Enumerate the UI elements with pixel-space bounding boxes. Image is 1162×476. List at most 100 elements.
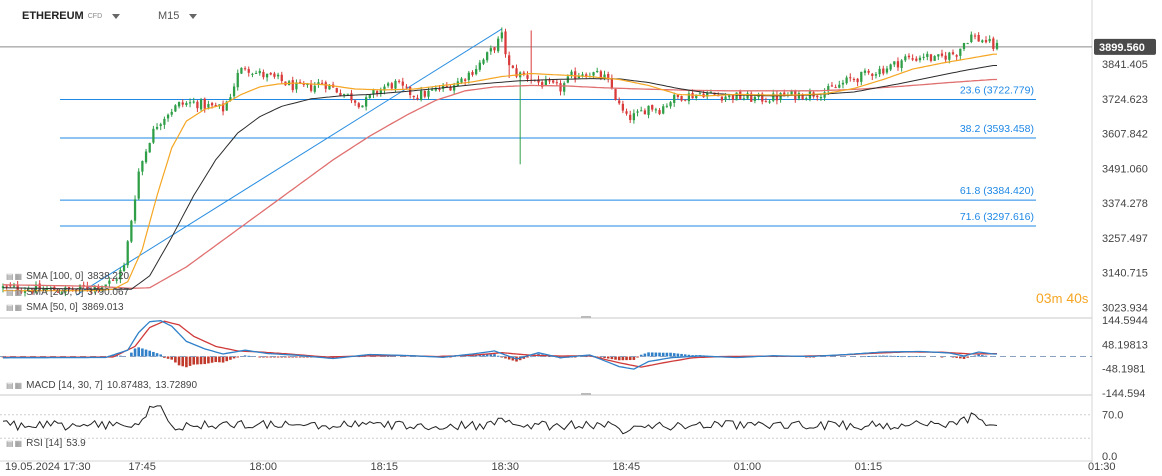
macd-histogram-bar <box>471 355 474 357</box>
indicator-menu-icon[interactable]: ▤▦ <box>6 288 24 297</box>
candle-body <box>254 72 258 74</box>
candle-body <box>67 287 71 290</box>
candle-body <box>5 285 8 287</box>
fib-trendline <box>76 28 503 296</box>
macd-histogram-bar <box>496 355 500 357</box>
candle-body <box>1 286 5 289</box>
candle-body <box>9 285 12 287</box>
last-price-label: 3899.560 <box>1099 42 1145 54</box>
legend-macd[interactable]: ▤▦ MACD [14, 30, 7] 10.87483, 13.72890 <box>6 380 198 391</box>
candle-body <box>357 103 360 108</box>
time-axis-tick: 18:45 <box>613 461 641 473</box>
legend-sma200[interactable]: ▤▦ SMA [200, 0] 3790.067 <box>6 287 129 298</box>
candle-body <box>390 83 393 89</box>
candle-body <box>93 285 96 290</box>
rsi-axis-tick: 0.0 <box>1102 451 1117 463</box>
candle-body <box>768 101 771 103</box>
candle-body <box>335 88 338 93</box>
indicator-menu-icon[interactable]: ▤▦ <box>6 303 24 312</box>
legend-macd-label: MACD [14, 30, 7] <box>26 380 103 391</box>
candle-body <box>236 72 239 88</box>
macd-histogram-bar <box>130 352 133 357</box>
candle-body <box>728 94 731 98</box>
candle-body <box>537 79 540 83</box>
macd-histogram-bar <box>159 354 163 357</box>
macd-histogram-bar <box>507 356 511 360</box>
macd-histogram-bar <box>196 356 199 365</box>
rsi-line <box>2 405 998 435</box>
candle-body <box>856 78 859 83</box>
candle-body <box>196 101 199 109</box>
candle-body <box>269 73 272 75</box>
symbol-selector[interactable]: ETHEREUM CFD <box>22 10 121 22</box>
candle-body <box>31 290 34 293</box>
macd-histogram-bar <box>918 355 922 357</box>
candle-body <box>603 74 606 80</box>
candle-body <box>816 95 819 98</box>
macd-histogram-bar <box>482 354 485 357</box>
time-axis-tick: 19.05.2024 17:30 <box>5 461 91 473</box>
candle-body <box>596 71 599 73</box>
timeframe-selector[interactable]: M15 <box>158 10 198 22</box>
macd-histogram-bar <box>676 353 680 357</box>
candle-body <box>265 73 269 78</box>
candle-body <box>412 96 415 98</box>
candle-body <box>684 99 687 101</box>
candle-body <box>423 91 426 97</box>
macd-histogram-bar <box>236 356 240 358</box>
macd-histogram-bar <box>687 354 691 357</box>
legend-sma50[interactable]: ▤▦ SMA [50, 0] 3869.013 <box>6 302 124 313</box>
candle-body <box>541 82 544 87</box>
candle-body <box>346 93 349 95</box>
indicator-menu-icon[interactable]: ▤▦ <box>6 272 24 281</box>
macd-histogram-bar <box>669 352 672 357</box>
fib-level-label: 71.6 (3297.616) <box>960 211 1034 223</box>
candle-body <box>86 285 89 290</box>
candle-body <box>610 78 614 89</box>
candle-body <box>874 74 878 76</box>
macd-histogram-bar <box>584 356 588 358</box>
macd-histogram-bar <box>654 352 658 357</box>
macd-histogram-bar <box>133 348 137 357</box>
candle-body <box>680 95 683 101</box>
macd-histogram-bar <box>959 356 962 359</box>
candle-body <box>397 80 401 82</box>
macd-histogram-bar <box>218 356 221 363</box>
candle-body <box>75 289 78 291</box>
sma200-line <box>3 78 997 289</box>
legend-rsi-value: 53.9 <box>66 438 86 449</box>
candle-body <box>915 58 918 61</box>
macd-histogram-bar <box>511 356 515 361</box>
macd-histogram-bar <box>174 356 177 363</box>
candle-body <box>243 68 247 70</box>
macd-histogram-bar <box>177 356 181 366</box>
legend-sma100[interactable]: ▤▦ SMA [100, 0] 3838.220 <box>6 271 129 282</box>
candle-body <box>97 286 100 290</box>
chevron-down-icon[interactable] <box>112 13 121 19</box>
candle-body <box>324 82 327 89</box>
candle-body <box>328 84 331 90</box>
indicator-menu-icon[interactable]: ▤▦ <box>6 439 24 448</box>
candle-body <box>559 83 562 92</box>
candle-body <box>386 83 390 86</box>
macd-histogram-bar <box>203 356 207 365</box>
candle-body <box>900 60 903 69</box>
candle-body <box>911 58 914 60</box>
time-axis-tick: 01:30 <box>1088 461 1116 473</box>
candle-body <box>731 94 735 100</box>
legend-rsi[interactable]: ▤▦ RSI [14] 53.9 <box>6 438 86 449</box>
candle-body <box>464 79 467 81</box>
candle-body <box>981 40 984 43</box>
candle-body <box>889 64 892 70</box>
candle-body <box>141 161 144 172</box>
candle-body <box>100 286 104 289</box>
candle-body <box>309 84 313 91</box>
macd-axis-tick: 144.5944 <box>1102 315 1148 327</box>
indicator-menu-icon[interactable]: ▤▦ <box>6 381 24 390</box>
legend-sma100-value: 3838.220 <box>87 271 130 282</box>
candle-body <box>379 89 382 95</box>
candle-body <box>720 96 724 101</box>
candle-body <box>229 97 232 101</box>
chevron-down-icon[interactable] <box>189 13 198 19</box>
